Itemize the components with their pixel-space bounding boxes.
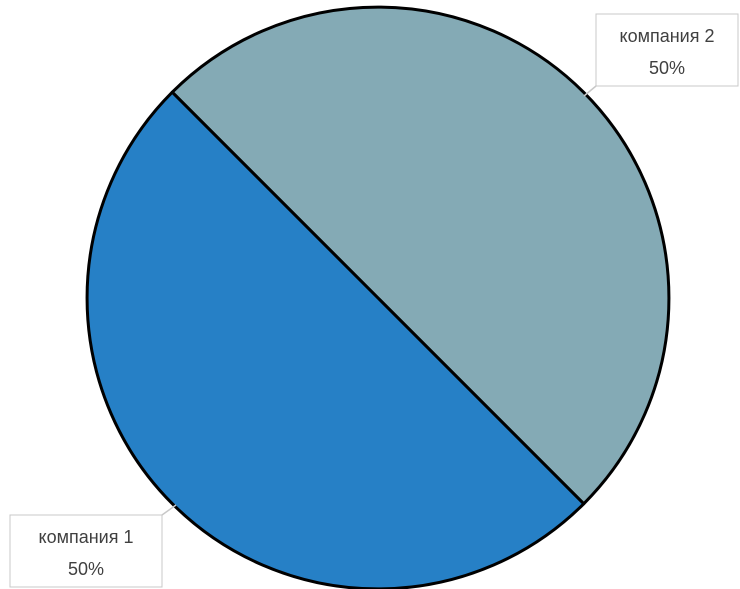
data-label-box-2 (595, 13, 739, 87)
data-label-value-2: 50% (649, 58, 685, 78)
pie-slice-1 (85, 90, 586, 589)
data-label-box-1 (9, 514, 163, 588)
data-label-category-2: компания 2 (620, 26, 715, 46)
pie-slices (85, 5, 671, 589)
data-label-value-1: 50% (68, 559, 104, 579)
leader-line-2 (583, 85, 597, 97)
leader-line-1 (161, 504, 177, 516)
data-labels: компания 1 50% компания 2 50% (9, 13, 739, 588)
pie-slice-2 (170, 5, 671, 506)
data-label-category-1: компания 1 (39, 527, 134, 547)
leader-lines (161, 85, 597, 516)
